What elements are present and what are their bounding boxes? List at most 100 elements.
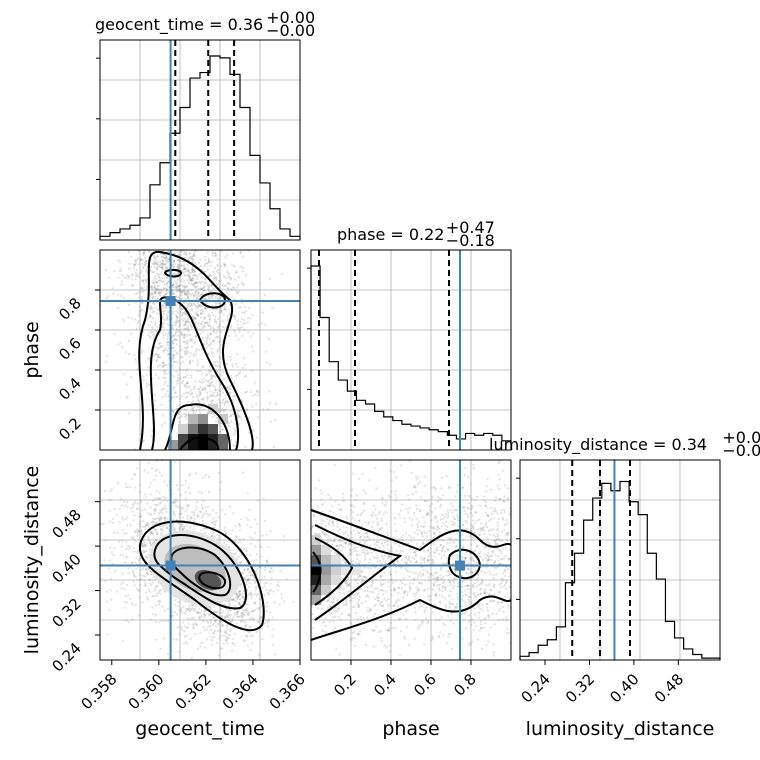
sample-point [140, 257, 143, 260]
sample-point [152, 282, 155, 285]
sample-point [127, 572, 130, 575]
sample-point [455, 490, 458, 493]
sample-point [187, 339, 190, 342]
sample-point [181, 356, 184, 359]
sample-point [376, 517, 379, 520]
sample-point [198, 411, 202, 414]
sample-point [219, 647, 223, 650]
sample-point [483, 532, 486, 535]
sample-point [144, 279, 147, 282]
sample-point [131, 506, 134, 509]
sample-point [154, 352, 158, 356]
sample-point [414, 572, 417, 575]
sample-point [150, 305, 153, 308]
sample-point [198, 394, 201, 397]
sample-point [251, 405, 254, 408]
sample-point [141, 601, 144, 604]
sample-point [140, 352, 143, 355]
sample-point [192, 411, 195, 414]
sample-point [263, 576, 266, 579]
sample-point [235, 535, 238, 538]
sample-point [367, 522, 370, 526]
sample-point [159, 263, 163, 266]
sample-point [161, 316, 164, 319]
sample-point [149, 584, 153, 587]
sample-point [338, 528, 341, 531]
sample-point [134, 357, 137, 360]
sample-point [166, 266, 169, 270]
sample-point [176, 264, 179, 267]
sample-point [233, 331, 236, 334]
sample-point [155, 613, 158, 617]
sample-point [145, 550, 148, 553]
sample-point [322, 502, 325, 505]
sample-point [207, 288, 210, 292]
sample-point [184, 290, 187, 293]
sample-point [281, 272, 284, 276]
sample-point [164, 263, 167, 266]
sample-point [149, 582, 152, 585]
sample-point [160, 517, 163, 520]
sample-point [267, 545, 270, 549]
sample-point [136, 579, 139, 582]
sample-point [344, 546, 347, 549]
sample-point [185, 408, 188, 411]
sample-point [196, 282, 199, 285]
sample-point [132, 519, 135, 522]
sample-point [314, 487, 317, 490]
sample-point [172, 386, 175, 389]
sample-point [235, 286, 238, 289]
sample-point [223, 403, 226, 406]
sample-point [124, 518, 127, 521]
sample-point [201, 320, 204, 323]
sample-point [452, 514, 455, 518]
sample-point [187, 486, 190, 489]
sample-point [175, 330, 178, 334]
sample-point [219, 634, 222, 637]
sample-point [194, 353, 197, 356]
sample-point [189, 323, 192, 326]
sample-point [252, 609, 255, 613]
sample-point [239, 252, 242, 255]
sample-point [438, 583, 441, 587]
sample-point [486, 538, 489, 541]
sample-point [206, 322, 209, 325]
sample-point [156, 287, 159, 290]
sample-point [422, 550, 426, 553]
sample-point [438, 594, 441, 597]
sample-point [267, 337, 270, 340]
sample-point [161, 507, 164, 510]
sample-point [188, 275, 191, 278]
sample-point [216, 297, 219, 300]
sample-point [235, 612, 239, 615]
sample-point [239, 409, 242, 413]
sample-point [270, 567, 273, 570]
sample-point [468, 572, 471, 575]
sample-point [218, 488, 221, 491]
sample-point [134, 318, 137, 321]
sample-point [140, 577, 143, 581]
sample-point [439, 574, 442, 577]
sample-point [148, 578, 151, 581]
sample-point [196, 361, 199, 364]
sample-point [351, 536, 354, 539]
sample-point [320, 498, 323, 501]
sample-point [191, 407, 195, 410]
sample-point [164, 364, 167, 367]
sample-point [213, 280, 216, 283]
sample-point [496, 538, 499, 541]
sample-point [258, 282, 261, 285]
sample-point [202, 377, 206, 380]
sample-point [215, 254, 218, 257]
sample-point [166, 318, 169, 321]
sample-point [259, 616, 262, 619]
sample-point [130, 536, 133, 539]
sample-point [496, 512, 499, 515]
sample-point [441, 576, 445, 579]
sample-point [235, 600, 238, 603]
sample-point [165, 282, 168, 285]
sample-point [372, 645, 375, 648]
sample-point [167, 352, 170, 356]
sample-point [177, 267, 181, 270]
sample-point [185, 252, 188, 255]
